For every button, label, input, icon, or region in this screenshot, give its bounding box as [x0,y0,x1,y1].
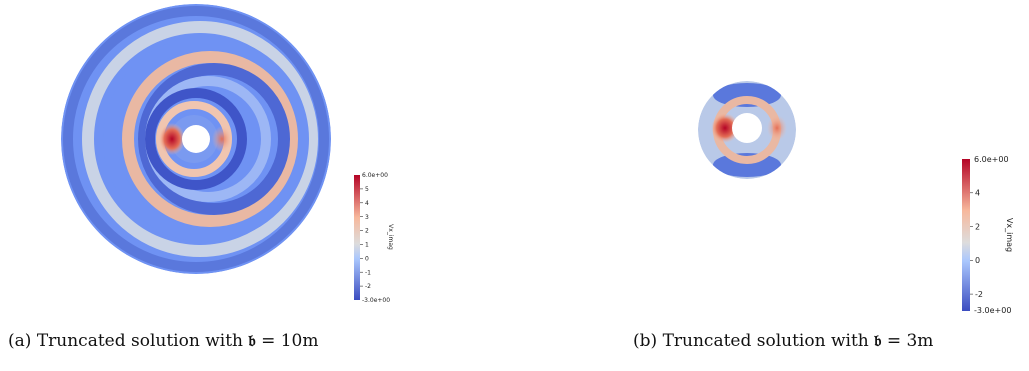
caption-text: Truncated solution with [662,331,869,351]
caption-a: (a) Truncated solution with 𝔟 = 10m [8,331,318,351]
colorbar-tick-label: 3 [365,214,369,221]
colorbar-tick-label: 5 [365,186,369,193]
colorbar-tick-label: 2 [365,228,369,235]
annulus-plot-a: 6.0e+00 -3.0e+00 5 4 3 2 1 0 -1 -2 Vx_imag [61,4,394,304]
colorbar-tick-label: 4 [365,200,369,207]
colorbar-a: 6.0e+00 -3.0e+00 5 4 3 2 1 0 -1 -2 Vx_imag [354,172,394,304]
colorbar-tick-label: 0 [365,255,369,262]
colorbar-tick-label: -2 [975,290,983,299]
colorbar-tick-label: 0 [975,256,980,265]
figure-panel-a: 6.0e+00 -3.0e+00 5 4 3 2 1 0 -1 -2 Vx_imag (a) … [8,4,394,351]
colorbar-min-label: -3.0e+00 [362,297,390,304]
colorbar-tick-label: 2 [975,222,980,231]
colorbar-tick-label: -2 [365,283,371,290]
caption-text: Truncated solution with [36,331,243,351]
annulus-plot-b: 6.0e+00 -3.0e+00 4 2 0 -2 Vx_imag [698,81,1014,315]
colorbar-title: Vx_imag [387,224,394,250]
colorbar-tick-label: 4 [975,189,980,198]
colorbar-tick-label: -1 [365,269,371,276]
figure-panel-b: 6.0e+00 -3.0e+00 4 2 0 -2 Vx_imag (b) Trunc… [515,0,1029,371]
caption-value: = 3m [886,331,934,351]
caption-value: = 10m [261,331,319,351]
caption-symbol: 𝔟 [248,331,256,350]
colorbar-tick-label: 1 [365,242,369,249]
annulus-hole-b [732,113,762,143]
colorbar-b: 6.0e+00 -3.0e+00 4 2 0 -2 Vx_imag [962,155,1014,315]
caption-label: (a) [8,331,32,351]
caption-b: (b) Truncated solution with 𝔟 = 3m [633,331,933,351]
colorbar-title: Vx_imag [1005,218,1014,252]
caption-symbol: 𝔟 [874,331,882,350]
caption-label: (b) [633,331,658,351]
annulus-hole-a [182,125,210,153]
colorbar-min-label: -3.0e+00 [974,306,1011,315]
colorbar-max-label: 6.0e+00 [974,155,1009,164]
colorbar-max-label: 6.0e+00 [362,172,388,179]
